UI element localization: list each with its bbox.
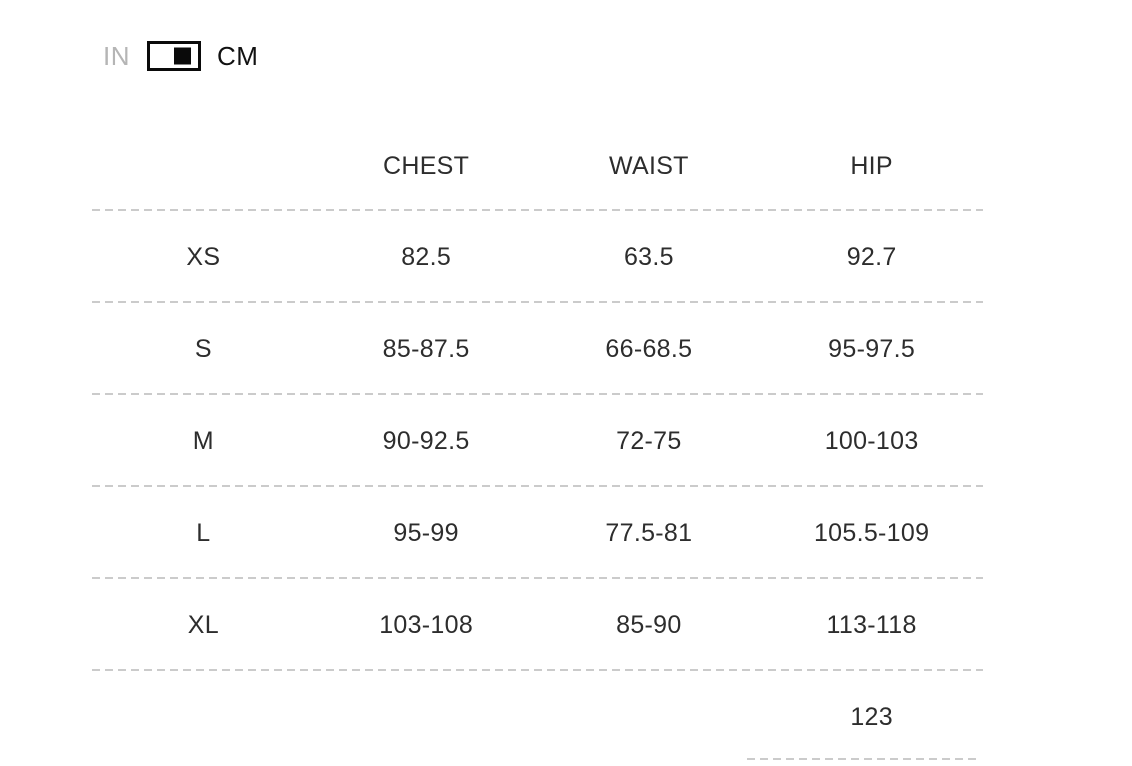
chest-column-header: CHEST [383, 151, 470, 180]
table-row-xl: XL 103-108 85-90 113-118 [92, 579, 983, 671]
chest-cell: 95-99 [393, 519, 459, 547]
size-cell: XL [187, 611, 219, 639]
hip-cell: 105.5-109 [813, 519, 930, 547]
size-chart-table: CHEST WAIST HIP XS 82.5 63.5 92.7 S 85-8… [92, 120, 983, 763]
waist-cell: 63.5 [623, 243, 674, 271]
size-cell: S [194, 335, 212, 363]
hip-column-header: HIP [850, 151, 893, 180]
hip-cell: 123 [850, 703, 893, 731]
size-cell: XS [186, 243, 221, 271]
hip-cell: 95-97.5 [828, 335, 916, 363]
waist-cell: 85-90 [616, 611, 682, 639]
unit-cm-label[interactable]: CM [217, 41, 259, 71]
hip-cell: 92.7 [846, 243, 897, 271]
size-cell: M [192, 427, 214, 455]
chest-cell: 103-108 [379, 611, 474, 639]
waist-column-header: WAIST [609, 151, 689, 180]
hip-cell: 100-103 [824, 427, 919, 455]
chest-cell: 82.5 [401, 243, 452, 271]
unit-in-label[interactable]: IN [103, 41, 130, 71]
unit-toggle-switch[interactable] [147, 41, 201, 71]
table-row-s: S 85-87.5 66-68.5 95-97.5 [92, 303, 983, 395]
table-row-partial: 123 [92, 671, 983, 763]
hip-cell: 113-118 [826, 611, 917, 639]
toggle-knob-icon [174, 47, 191, 65]
table-row-l: L 95-99 77.5-81 105.5-109 [92, 487, 983, 579]
table-row-m: M 90-92.5 72-75 100-103 [92, 395, 983, 487]
size-cell: L [196, 519, 211, 547]
waist-cell: 77.5-81 [605, 519, 693, 547]
partial-row-divider [747, 758, 977, 760]
table-header-row: CHEST WAIST HIP [92, 120, 983, 211]
unit-toggle: IN CM [103, 40, 258, 72]
chest-cell: 85-87.5 [382, 335, 470, 363]
waist-cell: 66-68.5 [605, 335, 693, 363]
table-row-xs: XS 82.5 63.5 92.7 [92, 211, 983, 303]
chest-cell: 90-92.5 [382, 427, 470, 455]
waist-cell: 72-75 [616, 427, 682, 455]
